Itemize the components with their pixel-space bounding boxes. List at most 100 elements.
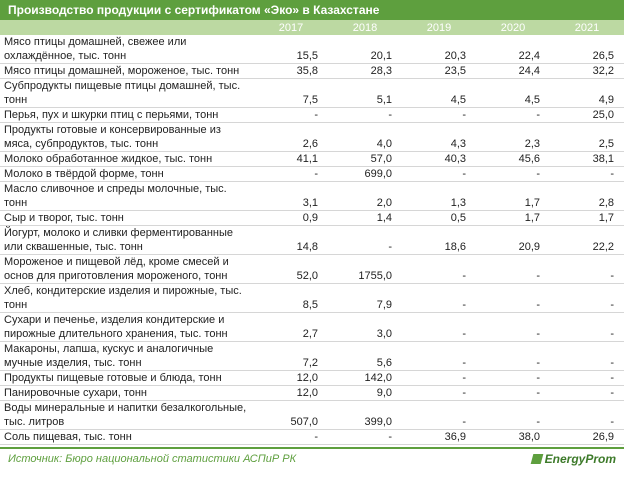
cell: - xyxy=(402,312,476,342)
table-row: Молоко в твёрдой форме, тонн -699,0- - - xyxy=(0,166,624,182)
cell: 8,5 xyxy=(254,283,328,313)
table-row: Панировочные сухари, тонн 12,0 9,0- - - xyxy=(0,385,624,401)
cell: 4,0 xyxy=(328,122,402,152)
cell: - xyxy=(476,312,550,342)
footer: Источник: Бюро национальной статистики А… xyxy=(0,447,624,471)
cell: 2,8 xyxy=(550,181,624,211)
header-row: 2017 2018 2019 2020 2021 xyxy=(0,20,624,35)
cell: 9,0 xyxy=(328,385,402,401)
cell: 2,7 xyxy=(254,312,328,342)
cell: 18,6 xyxy=(402,225,476,255)
cell: 142,0 xyxy=(328,370,402,386)
row-label: Сухари и печенье, изделия кондитерские и… xyxy=(0,312,254,342)
cell: 57,0 xyxy=(328,151,402,167)
cell: - xyxy=(550,385,624,401)
cell: 32,2 xyxy=(550,63,624,79)
cell: 4,3 xyxy=(402,122,476,152)
cell: 0,9 xyxy=(254,210,328,226)
cell: - xyxy=(402,283,476,313)
table-row: Субпродукты пищевые птицы домашней, тыс.… xyxy=(0,78,624,108)
cell: 2,6 xyxy=(254,122,328,152)
cell: - xyxy=(476,341,550,371)
cell: 35,8 xyxy=(254,63,328,79)
cell: - xyxy=(254,166,328,182)
cell: - xyxy=(476,400,550,430)
cell: - xyxy=(402,254,476,284)
cell: 5,6 xyxy=(328,341,402,371)
cell: 12,0 xyxy=(254,385,328,401)
table-row: Мороженое и пищевой лёд, кроме смесей и … xyxy=(0,254,624,284)
cell: 23,5 xyxy=(402,63,476,79)
row-label: Панировочные сухари, тонн xyxy=(0,385,254,401)
cell: 2,5 xyxy=(550,122,624,152)
row-label: Сыр и творог, тыс. тонн xyxy=(0,210,254,226)
data-table: 2017 2018 2019 2020 2021 Мясо птицы домашней… xyxy=(0,20,624,445)
cell: 4,5 xyxy=(476,78,550,108)
cell: - xyxy=(476,107,550,123)
cell: 20,9 xyxy=(476,225,550,255)
cell: 3,1 xyxy=(254,181,328,211)
cell: - xyxy=(328,225,402,255)
cell: - xyxy=(328,429,402,445)
row-label: Молоко обработанное жидкое, тыс. тонн xyxy=(0,151,254,167)
row-label: Продукты пищевые готовые и блюда, тонн xyxy=(0,370,254,386)
cell: 7,2 xyxy=(254,341,328,371)
cell: 3,0 xyxy=(328,312,402,342)
cell: - xyxy=(328,107,402,123)
table-row: Продукты готовые и консервированные из м… xyxy=(0,122,624,152)
cell: - xyxy=(254,107,328,123)
cell: 45,6 xyxy=(476,151,550,167)
table-row: Молоко обработанное жидкое, тыс. тонн 41,… xyxy=(0,151,624,167)
cell: - xyxy=(550,312,624,342)
cell: - xyxy=(476,254,550,284)
cell: 38,1 xyxy=(550,151,624,167)
cell: 699,0 xyxy=(328,166,402,182)
cell: - xyxy=(476,166,550,182)
cell: - xyxy=(254,429,328,445)
cell: 12,0 xyxy=(254,370,328,386)
row-label: Соль пищевая, тыс. тонн xyxy=(0,429,254,445)
cell: 38,0 xyxy=(476,429,550,445)
cell: 26,5 xyxy=(550,35,624,64)
column-header: 2019 xyxy=(402,20,476,35)
cell: 20,3 xyxy=(402,35,476,64)
cell: 2,3 xyxy=(476,122,550,152)
cell: - xyxy=(550,400,624,430)
column-header: 2017 xyxy=(254,20,328,35)
row-label: Субпродукты пищевые птицы домашней, тыс.… xyxy=(0,78,254,108)
row-label: Воды минеральные и напитки безалкогольны… xyxy=(0,400,254,430)
cell: - xyxy=(402,166,476,182)
table-row: Макароны, лапша, кускус и аналогичные му… xyxy=(0,341,624,371)
logo-icon xyxy=(530,454,543,464)
cell: 5,1 xyxy=(328,78,402,108)
cell: 24,4 xyxy=(476,63,550,79)
table-row: Мясо птицы домашней, свежее или охлаждён… xyxy=(0,35,624,64)
table-row: Масло сливочное и спреды молочные, тыс. … xyxy=(0,181,624,211)
cell: 15,5 xyxy=(254,35,328,64)
column-header: 2020 xyxy=(476,20,550,35)
table-row: Мясо птицы домашней, мороженое, тыс. тон… xyxy=(0,63,624,79)
table-row: Продукты пищевые готовые и блюда, тонн 12… xyxy=(0,370,624,386)
cell: - xyxy=(402,107,476,123)
row-label: Мороженое и пищевой лёд, кроме смесей и … xyxy=(0,254,254,284)
cell: 40,3 xyxy=(402,151,476,167)
row-label: Перья, пух и шкурки птиц с перьями, тонн xyxy=(0,107,254,123)
row-label: Продукты готовые и консервированные из м… xyxy=(0,122,254,152)
logo-text: EnergyProm xyxy=(544,452,616,466)
row-label: Масло сливочное и спреды молочные, тыс. … xyxy=(0,181,254,211)
table-row: Сухари и печенье, изделия кондитерские и… xyxy=(0,312,624,342)
table-row: Соль пищевая, тыс. тонн - -36,9 38,0 26,9 xyxy=(0,429,624,445)
cell: 399,0 xyxy=(328,400,402,430)
cell: 4,9 xyxy=(550,78,624,108)
cell: 7,5 xyxy=(254,78,328,108)
column-header: 2021 xyxy=(550,20,624,35)
cell: 41,1 xyxy=(254,151,328,167)
cell: 0,5 xyxy=(402,210,476,226)
logo: EnergyProm xyxy=(530,452,616,466)
cell: 22,2 xyxy=(550,225,624,255)
table-row: Хлеб, кондитерские изделия и пирожные, т… xyxy=(0,283,624,313)
cell: - xyxy=(402,341,476,371)
cell: 507,0 xyxy=(254,400,328,430)
cell: - xyxy=(550,254,624,284)
